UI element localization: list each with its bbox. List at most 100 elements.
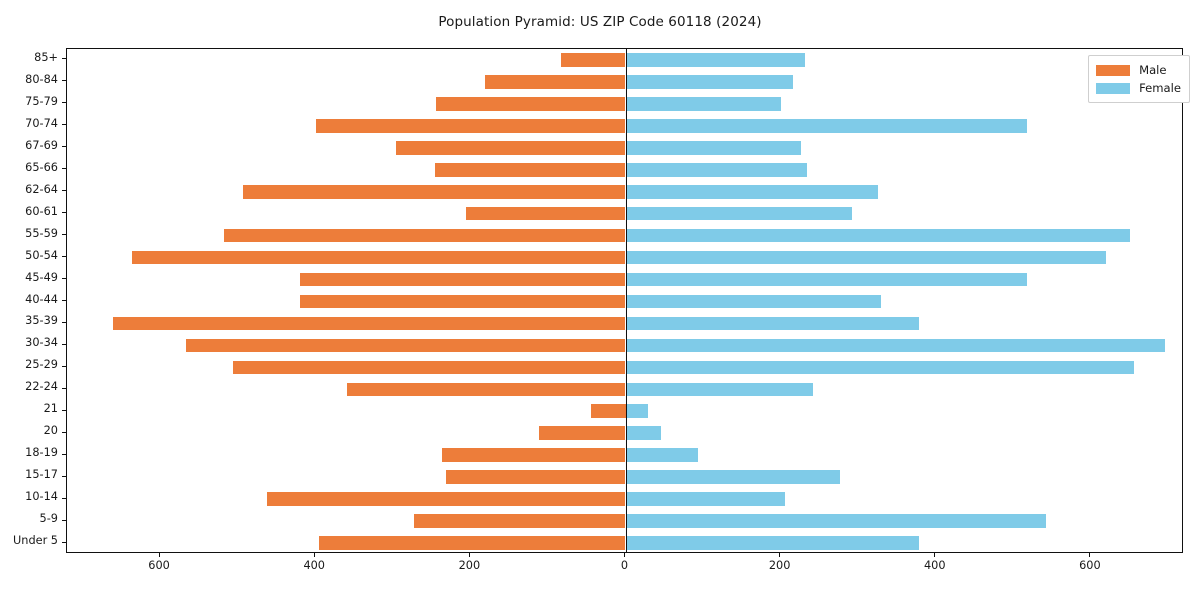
bar-group — [67, 382, 1182, 397]
bar-female — [625, 97, 781, 111]
bar-group — [67, 294, 1182, 309]
bar-female — [625, 250, 1107, 265]
y-axis-tick-mark — [62, 541, 66, 543]
y-axis-tick-mark — [62, 190, 66, 192]
bar-female — [625, 338, 1165, 353]
bar-male — [300, 272, 626, 287]
y-axis-tick-label: 70-74 — [25, 116, 58, 130]
chart-legend: Male Female — [1088, 55, 1190, 103]
legend-item[interactable]: Male — [1096, 61, 1181, 79]
y-axis-tick-label: 80-84 — [25, 72, 58, 86]
y-axis-tick-mark — [62, 168, 66, 170]
bar-female — [625, 53, 806, 67]
bar-male — [395, 140, 626, 155]
y-axis-tick-mark — [62, 431, 66, 433]
bar-group — [67, 184, 1182, 199]
bar-female — [625, 75, 794, 89]
bar-group — [67, 404, 1182, 419]
bar-group — [67, 514, 1182, 528]
y-axis-tick-label: 60-61 — [25, 204, 58, 218]
y-axis-tick-label: 85+ — [34, 50, 58, 64]
bar-male — [185, 338, 626, 353]
legend-item[interactable]: Female — [1096, 79, 1181, 97]
bar-group — [67, 338, 1182, 353]
y-axis-tick-mark — [62, 146, 66, 148]
y-axis-tick-label: 40-44 — [25, 292, 58, 306]
y-axis-tick-label: 22-24 — [25, 380, 58, 394]
x-axis-tick-mark — [158, 553, 160, 557]
bar-group — [67, 492, 1182, 506]
bar-male — [538, 426, 626, 441]
bar-female — [625, 206, 852, 221]
x-axis-tick-mark — [468, 553, 470, 557]
page-title: Population Pyramid: US ZIP Code 60118 (2… — [438, 14, 762, 30]
y-axis-tick-label: 5-9 — [39, 512, 58, 526]
y-axis-tick-label: 55-59 — [25, 226, 58, 240]
y-axis-tick-mark — [62, 343, 66, 345]
bar-male — [485, 75, 626, 89]
y-axis-tick-label: 10-14 — [25, 490, 58, 504]
bar-female — [625, 492, 785, 506]
bar-male — [319, 536, 626, 550]
bar-female — [625, 536, 919, 550]
bar-female — [625, 140, 801, 155]
y-axis-tick-mark — [62, 365, 66, 367]
bar-group — [67, 360, 1182, 375]
bar-female — [625, 294, 882, 309]
bar-male — [132, 250, 626, 265]
bar-group — [67, 228, 1182, 243]
bar-group — [67, 206, 1182, 221]
bars-layer — [67, 49, 1182, 552]
x-axis-tick-label: 600 — [1079, 559, 1101, 572]
plot-area — [66, 48, 1183, 553]
x-axis-tick-mark — [1089, 553, 1091, 557]
y-axis-tick-mark — [62, 387, 66, 389]
y-axis-tick-mark — [62, 80, 66, 82]
y-axis-tick-mark — [62, 475, 66, 477]
x-axis: 600 400 200 0 200 400 600 — [66, 553, 1183, 593]
y-axis-tick-mark — [62, 58, 66, 60]
bar-male — [413, 514, 626, 528]
bar-female — [625, 119, 1028, 133]
y-axis-tick-mark — [62, 278, 66, 280]
bar-group — [67, 250, 1182, 265]
bar-male — [441, 448, 626, 462]
y-axis-tick-mark — [62, 102, 66, 104]
bar-male — [435, 162, 626, 177]
y-axis-tick-label: 50-54 — [25, 248, 58, 262]
y-axis-tick-mark — [62, 212, 66, 214]
bar-group — [67, 536, 1182, 550]
bar-group — [67, 316, 1182, 331]
x-axis-tick-mark — [779, 553, 781, 557]
bar-male — [466, 206, 626, 221]
bar-group — [67, 119, 1182, 133]
bar-male — [243, 184, 626, 199]
y-axis-tick-mark — [62, 234, 66, 236]
bar-group — [67, 97, 1182, 111]
bar-group — [67, 272, 1182, 287]
x-axis-tick-label: 200 — [768, 559, 791, 572]
bar-group — [67, 162, 1182, 177]
bar-male — [112, 316, 626, 331]
y-axis-tick-mark — [62, 300, 66, 301]
y-axis: 85+ 80-84 75-79 70-74 67-69 65-66 62-64 60-61 55… — [0, 48, 66, 553]
y-axis-tick-label: 65-66 — [25, 160, 58, 174]
bar-male — [590, 404, 626, 419]
x-axis-tick-mark — [624, 553, 625, 557]
bar-male — [436, 97, 626, 111]
x-axis-tick-label: 200 — [458, 559, 481, 572]
y-axis-tick-mark — [62, 453, 66, 455]
bar-group — [67, 140, 1182, 155]
bar-female — [625, 470, 841, 484]
bar-male — [224, 228, 626, 243]
bar-male — [267, 492, 626, 506]
bar-male — [315, 119, 626, 133]
y-axis-tick-label: 18-19 — [25, 446, 58, 460]
y-axis-tick-label: 62-64 — [25, 182, 58, 196]
bar-female — [625, 514, 1046, 528]
y-axis-tick-mark — [62, 519, 66, 521]
x-axis-tick-label: 0 — [620, 559, 629, 572]
x-axis-tick-label: 600 — [148, 559, 170, 572]
y-axis-tick-label: 45-49 — [25, 270, 58, 284]
